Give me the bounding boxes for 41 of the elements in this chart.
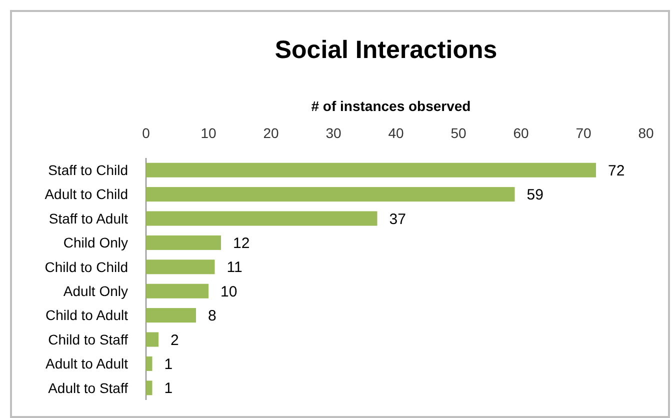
bar: [146, 260, 215, 274]
y-tick-label: Adult to Adult: [45, 356, 128, 372]
y-tick-label: Child to Child: [44, 258, 128, 275]
chart-title: Social Interactions: [274, 36, 498, 64]
data-label: 8: [208, 308, 216, 325]
x-tick-label: 30: [326, 125, 342, 141]
y-tick-label: Adult to Staff: [48, 380, 128, 396]
y-tick-label: Child Only: [63, 234, 128, 251]
data-label: 72: [608, 162, 625, 180]
data-label: 12: [233, 234, 250, 252]
y-tick-label: Staff to Adult: [48, 210, 128, 226]
data-label: 1: [164, 356, 173, 373]
y-tick-label: Staff to Child: [48, 162, 128, 178]
data-label: 10: [220, 283, 238, 300]
bar: [146, 162, 596, 178]
x-tick-label: 0: [142, 125, 150, 141]
bar: [146, 356, 152, 371]
data-label: 11: [226, 259, 242, 276]
bar: [146, 187, 515, 202]
bar: [146, 380, 152, 396]
x-tick-label: 60: [513, 125, 529, 141]
x-tick-label: 80: [638, 125, 654, 141]
bar: [146, 235, 221, 250]
bar: [146, 332, 158, 347]
bar: [146, 308, 196, 323]
data-label: 37: [389, 210, 406, 228]
data-label: 2: [170, 332, 179, 349]
y-tick-label: Child to Staff: [48, 331, 128, 348]
x-tick-label: 10: [200, 125, 216, 141]
x-tick-label: 50: [450, 125, 466, 141]
x-tick-label: 20: [263, 125, 279, 141]
y-tick-label: Adult Only: [63, 283, 128, 299]
x-tick-label: 40: [388, 125, 404, 141]
data-label: 59: [526, 186, 544, 204]
bar: [146, 211, 378, 226]
data-label: 1: [164, 380, 173, 398]
y-tick-label: Adult to Child: [44, 186, 128, 202]
x-tick-label: 70: [576, 125, 592, 141]
y-tick-label: Child to Adult: [46, 307, 128, 324]
x-axis-title: # of instances observed: [311, 98, 471, 114]
bar: [146, 284, 208, 298]
